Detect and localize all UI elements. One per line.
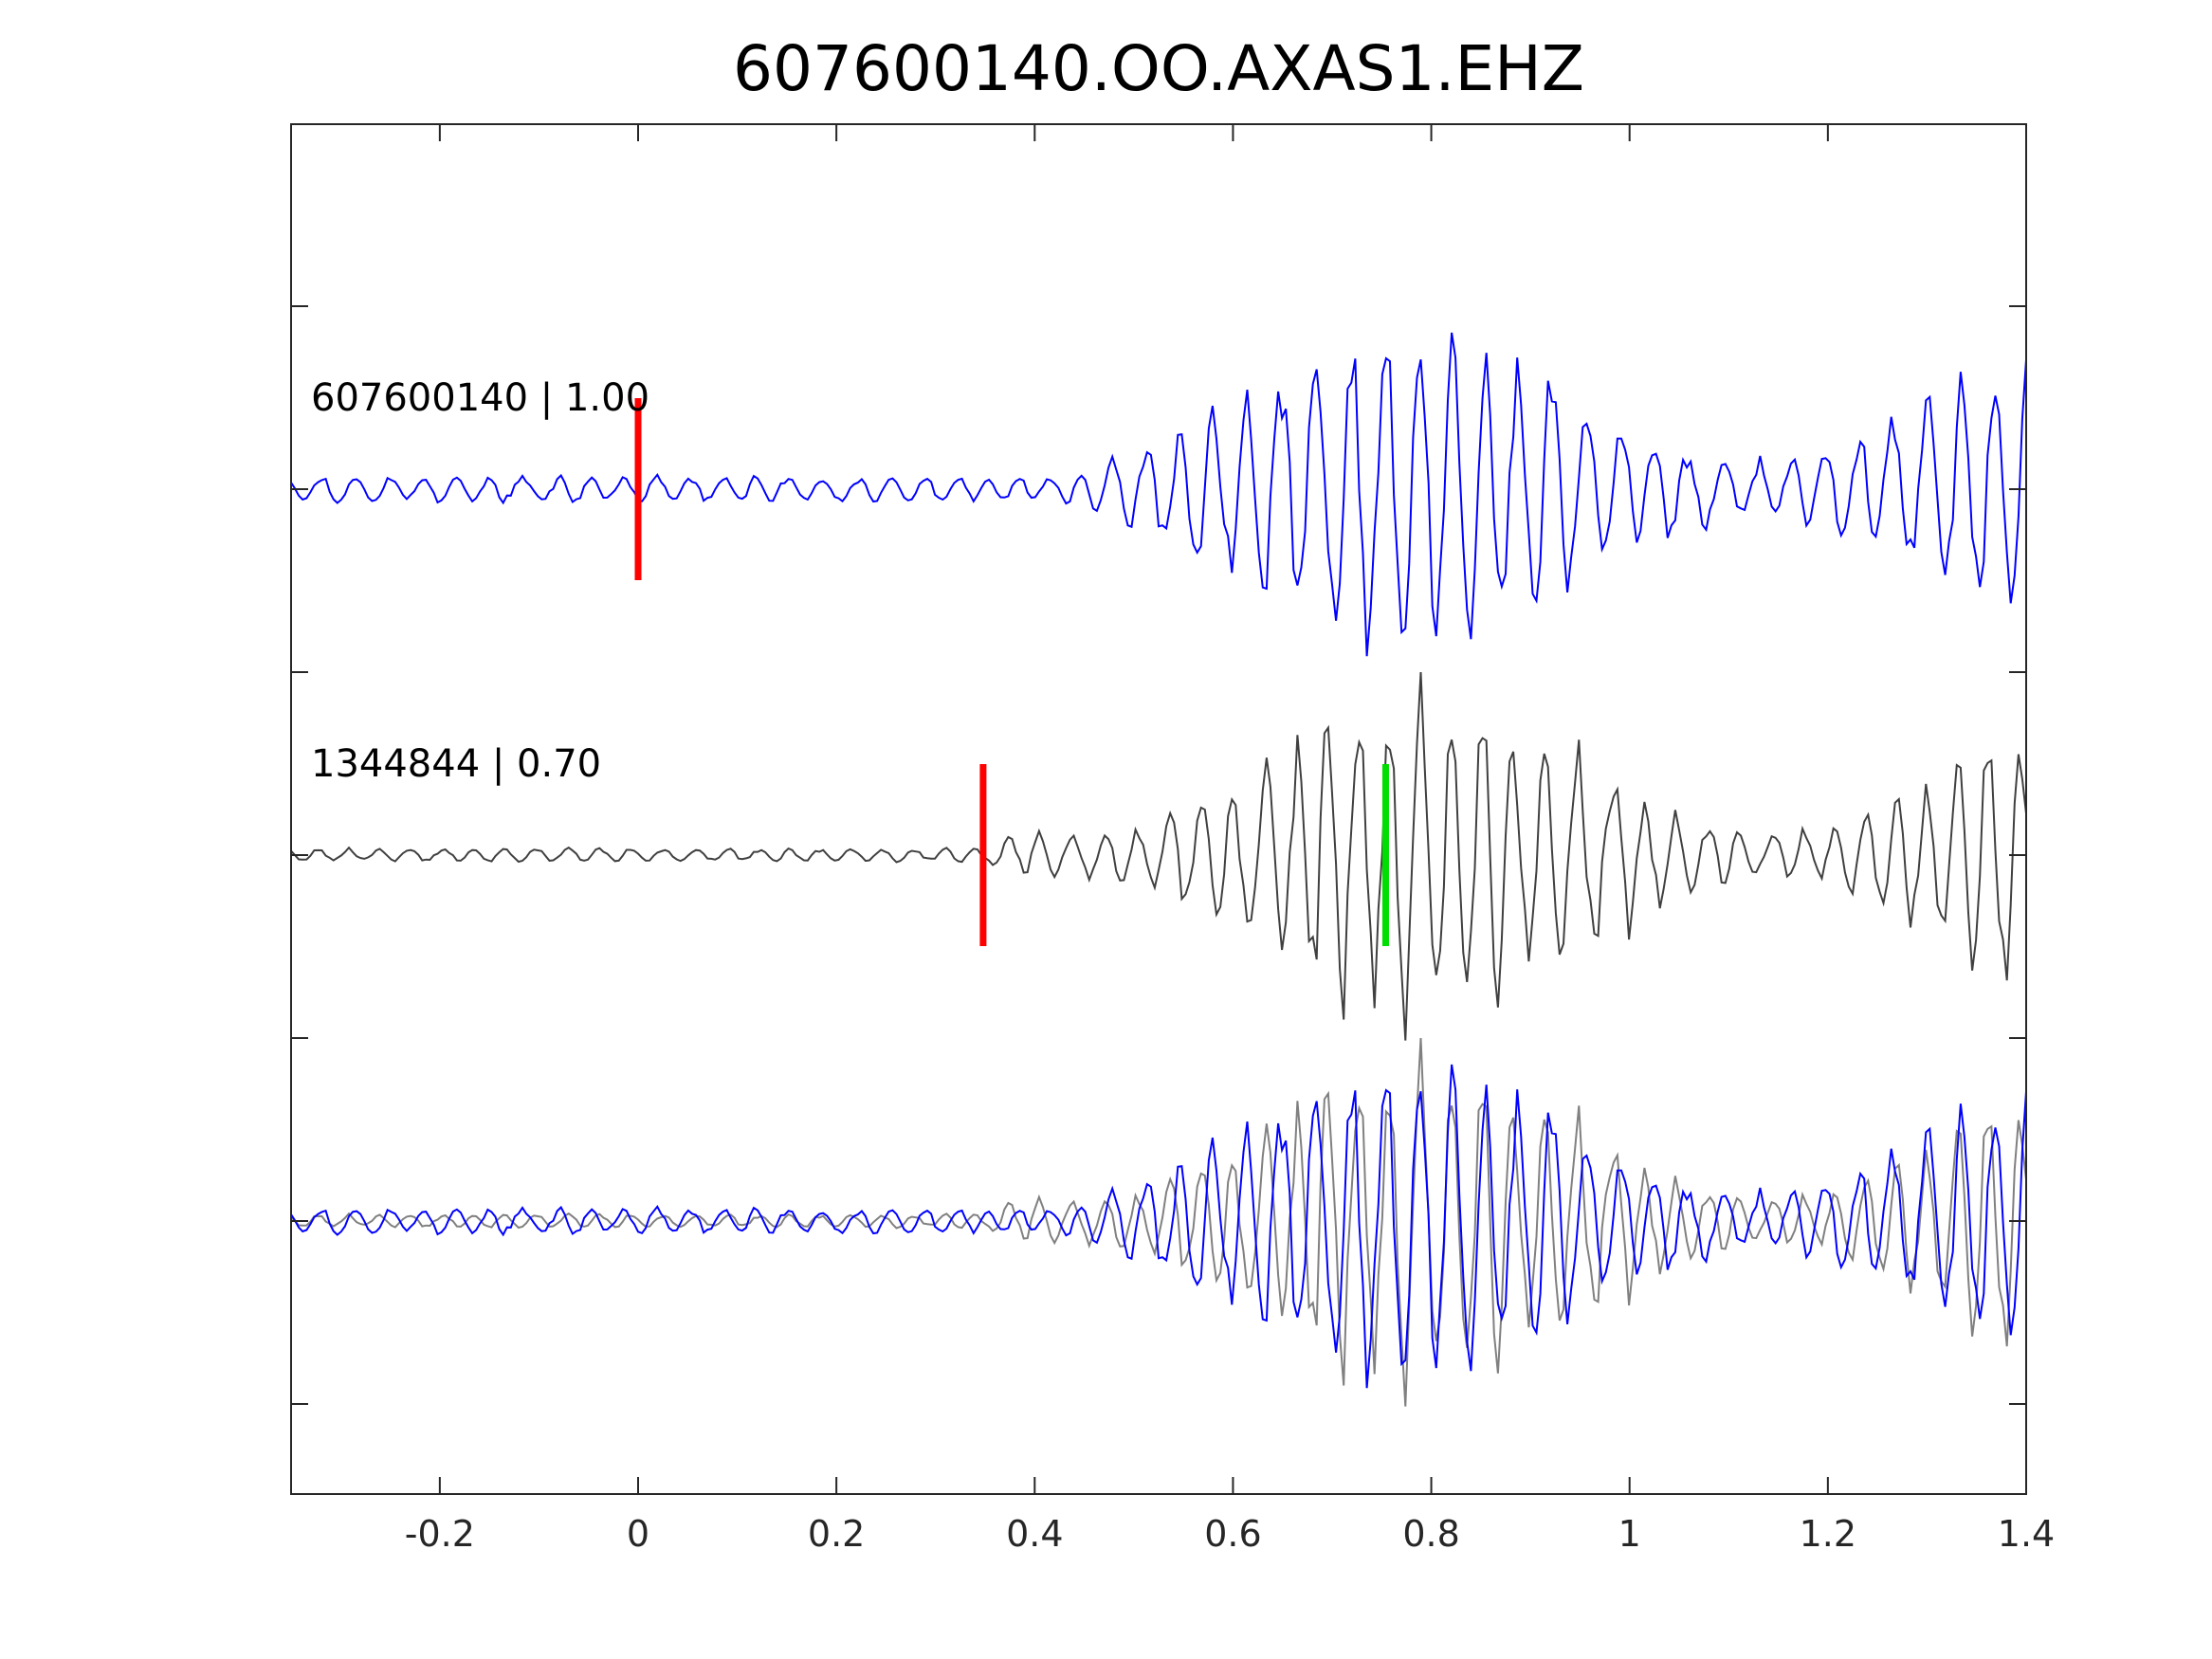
chart-title: 607600140.OO.AXAS1.EHZ: [733, 32, 1584, 105]
axes-frame: [290, 123, 2027, 1495]
x-tick-label: 0.6: [1204, 1513, 1261, 1555]
trace-label-group: 607600140 | 1.00 1344844 | 0.70: [311, 376, 649, 786]
x-tick-label: 0.2: [808, 1513, 865, 1555]
x-tick-label: 1: [1618, 1513, 1641, 1555]
x-tick-label: 0.4: [1006, 1513, 1063, 1555]
trace-label-0: 607600140 | 1.00: [311, 376, 649, 420]
pick-marker-group: [634, 398, 1389, 946]
waveform-trace-1344844: [290, 671, 2027, 1041]
x-tick-label: 0.8: [1402, 1513, 1459, 1555]
x-tick-label: 0: [627, 1513, 649, 1555]
tick-group: -0.2 0 0.2 0.4 0.6 0.8 1 1.2 1.4: [291, 124, 2055, 1555]
trace-label-1: 1344844 | 0.70: [311, 742, 601, 786]
waveform-trace-607600140: [290, 332, 2027, 657]
x-tick-label: -0.2: [405, 1513, 475, 1555]
overlay-trace-1344844: [290, 1037, 2027, 1407]
x-tick-label: 1.2: [1800, 1513, 1856, 1555]
overlay-trace-607600140: [290, 1064, 2027, 1389]
x-tick-label: 1.4: [1998, 1513, 2055, 1555]
trace-group: [290, 332, 2027, 1407]
